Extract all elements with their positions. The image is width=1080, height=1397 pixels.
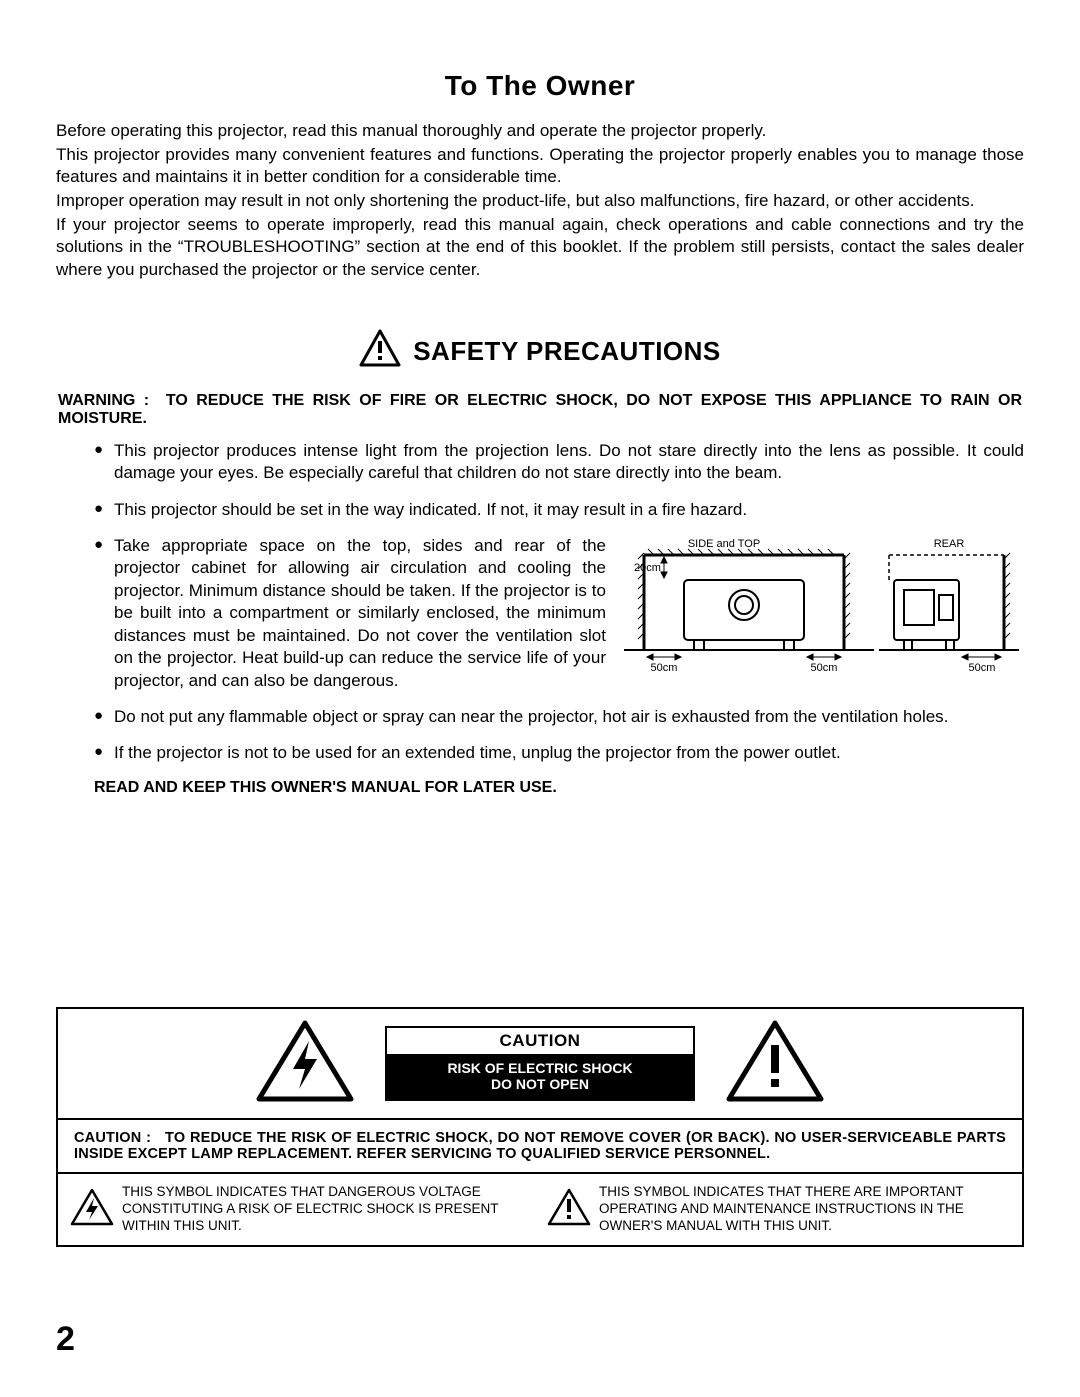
- page: To The Owner Before operating this proje…: [0, 0, 1080, 1397]
- warning-body: TO REDUCE THE RISK OF FIRE OR ELECTRIC S…: [58, 392, 1022, 427]
- bullet-1: This projector produces intense light fr…: [94, 440, 1024, 485]
- page-number: 2: [56, 1320, 75, 1359]
- safety-title-text: SAFETY PRECAUTIONS: [413, 336, 721, 367]
- keep-manual: READ AND KEEP THIS OWNER'S MANUAL FOR LA…: [94, 779, 1024, 797]
- warning-triangle-icon: [359, 329, 401, 374]
- svg-text:20cm: 20cm: [634, 562, 661, 574]
- bolt-triangle-icon: [255, 1019, 355, 1108]
- caution-risk-1: RISK OF ELECTRIC SHOCK: [387, 1060, 693, 1077]
- bullet-3-text: Take appropriate space on the top, sides…: [114, 535, 606, 692]
- symbol-excl-text: THIS SYMBOL INDICATES THAT THERE ARE IMP…: [599, 1184, 1010, 1235]
- intro-p1: Before operating this projector, read th…: [56, 120, 1024, 142]
- intro-p3: Improper operation may result in not onl…: [56, 190, 1024, 212]
- symbol-excl-cell: THIS SYMBOL INDICATES THAT THERE ARE IMP…: [547, 1184, 1010, 1235]
- svg-text:REAR: REAR: [934, 538, 965, 550]
- clearance-diagram: SIDE and TOP REAR: [614, 535, 1024, 681]
- bullet-3: Take appropriate space on the top, sides…: [94, 535, 1024, 692]
- warning-line: WARNING : TO REDUCE THE RISK OF FIRE OR …: [56, 392, 1024, 428]
- bolt-triangle-small-icon: [70, 1188, 114, 1231]
- safety-bullets: This projector produces intense light fr…: [56, 440, 1024, 765]
- svg-text:50cm: 50cm: [651, 662, 678, 674]
- svg-text:50cm: 50cm: [969, 662, 996, 674]
- bullet-5: If the projector is not to be used for a…: [94, 742, 1024, 764]
- caution-risk: RISK OF ELECTRIC SHOCK DO NOT OPEN: [387, 1056, 693, 1100]
- intro-p4: If your projector seems to operate impro…: [56, 214, 1024, 280]
- caution-heading: CAUTION: [387, 1028, 693, 1056]
- svg-text:SIDE and TOP: SIDE and TOP: [688, 538, 760, 550]
- safety-title: SAFETY PRECAUTIONS: [56, 329, 1024, 374]
- exclamation-triangle-small-icon: [547, 1188, 591, 1231]
- symbol-bolt-cell: THIS SYMBOL INDICATES THAT DANGEROUS VOL…: [70, 1184, 533, 1235]
- caution-risk-2: DO NOT OPEN: [387, 1076, 693, 1093]
- svg-text:50cm: 50cm: [811, 662, 838, 674]
- caution-text-row: CAUTION : TO REDUCE THE RISK OF ELECTRIC…: [58, 1120, 1022, 1174]
- caution-label: CAUTION :: [74, 1130, 151, 1146]
- caution-body-text: TO REDUCE THE RISK OF ELECTRIC SHOCK, DO…: [74, 1130, 1006, 1162]
- caution-header-row: CAUTION RISK OF ELECTRIC SHOCK DO NOT OP…: [58, 1009, 1022, 1120]
- symbol-bolt-text: THIS SYMBOL INDICATES THAT DANGEROUS VOL…: [122, 1184, 533, 1235]
- bullet-4: Do not put any flammable object or spray…: [94, 706, 1024, 728]
- intro-block: Before operating this projector, read th…: [56, 120, 1024, 281]
- exclamation-triangle-icon: [725, 1019, 825, 1108]
- caution-symbols-row: THIS SYMBOL INDICATES THAT DANGEROUS VOL…: [58, 1174, 1022, 1245]
- caution-center-box: CAUTION RISK OF ELECTRIC SHOCK DO NOT OP…: [385, 1026, 695, 1102]
- intro-p2: This projector provides many convenient …: [56, 144, 1024, 188]
- warning-label: WARNING :: [58, 392, 149, 409]
- bullet-2: This projector should be set in the way …: [94, 499, 1024, 521]
- caution-box: CAUTION RISK OF ELECTRIC SHOCK DO NOT OP…: [56, 1007, 1024, 1247]
- page-title: To The Owner: [56, 70, 1024, 102]
